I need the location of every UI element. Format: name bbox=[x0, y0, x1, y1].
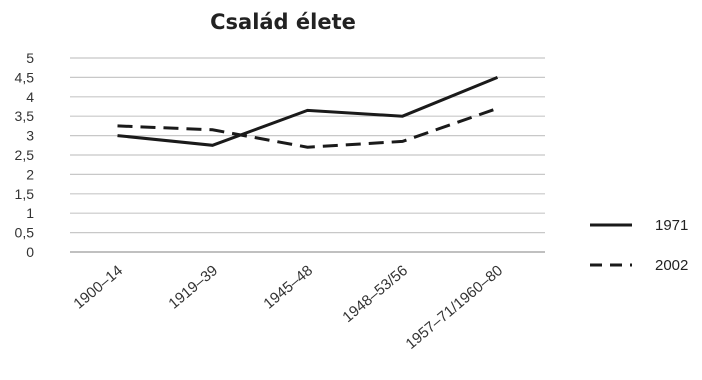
y-tick-label: 3 bbox=[26, 128, 34, 144]
legend-label-2002: 2002 bbox=[655, 257, 688, 274]
y-tick-label: 1 bbox=[26, 205, 34, 221]
chart-title: Család élete bbox=[210, 10, 356, 34]
series-line-2002 bbox=[117, 106, 498, 149]
y-tick-label: 4,5 bbox=[15, 69, 35, 85]
y-tick-label: 0 bbox=[26, 244, 34, 260]
y-tick-label: 5 bbox=[26, 50, 34, 66]
x-tick-label: 1945–48 bbox=[260, 262, 316, 313]
series-line-1971 bbox=[117, 76, 499, 147]
y-tick-label: 2,5 bbox=[15, 147, 35, 163]
y-tick-label: 2 bbox=[26, 166, 34, 182]
x-tick-label: 1919–39 bbox=[165, 262, 221, 313]
x-tick-label: 1957–71/1960–80 bbox=[402, 262, 506, 353]
x-tick-label: 1900–14 bbox=[70, 262, 126, 313]
legend-label-1971: 1971 bbox=[655, 217, 688, 234]
y-tick-label: 0,5 bbox=[15, 225, 35, 241]
y-tick-label: 1,5 bbox=[15, 186, 35, 202]
y-tick-label: 3,5 bbox=[15, 108, 35, 124]
x-tick-label: 1948–53/56 bbox=[339, 262, 411, 326]
y-tick-label: 4 bbox=[26, 89, 34, 105]
